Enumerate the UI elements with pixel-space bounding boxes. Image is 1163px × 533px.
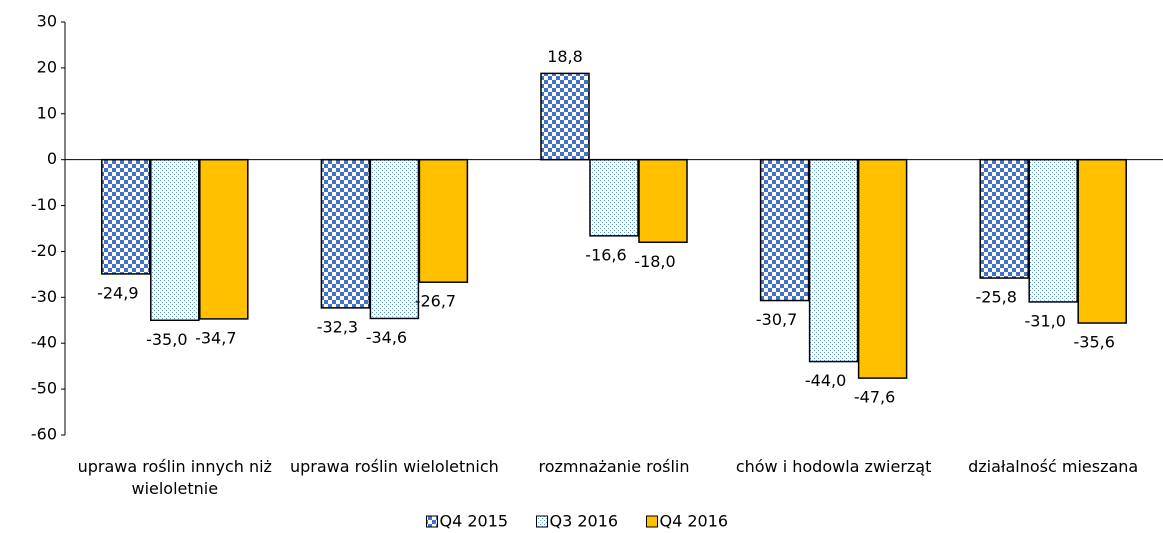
y-tick-label: 30 [37, 12, 57, 31]
legend-label: Q4 2016 [660, 512, 729, 531]
bar [589, 158, 639, 237]
data-label: -24,9 [97, 283, 138, 302]
bar [418, 158, 469, 283]
data-label: -44,0 [805, 371, 846, 390]
bar [1077, 158, 1127, 324]
legend-swatch [646, 515, 658, 528]
data-label: -35,6 [1073, 333, 1114, 352]
bar [320, 158, 371, 309]
y-tick-label: 0 [47, 149, 57, 168]
x-tick-label: chów i hodowla zwierząt [735, 457, 932, 476]
x-tick-label: uprawa roślin wieloletnich [289, 457, 499, 476]
data-label: -35,0 [146, 330, 187, 349]
data-label: -47,6 [854, 388, 895, 407]
bar [808, 158, 859, 363]
data-label: -32,3 [317, 317, 358, 336]
bar [150, 158, 200, 322]
data-label: -34,6 [366, 328, 407, 347]
data-label: -34,7 [195, 328, 236, 347]
x-tick-label: działalność mieszana [968, 457, 1139, 476]
bar [199, 158, 249, 320]
y-tick-label: -60 [31, 425, 57, 444]
x-tick-label: rozmnażanie roślin [538, 457, 690, 476]
bar [759, 158, 810, 302]
y-tick-label: -20 [31, 241, 57, 260]
y-tick-label: -30 [31, 287, 57, 306]
bar [857, 158, 908, 379]
bar [638, 158, 688, 244]
y-tick-label: 20 [37, 57, 57, 76]
bar [540, 72, 590, 161]
bar [1028, 158, 1078, 303]
data-label: -16,6 [585, 245, 626, 264]
bar [101, 158, 151, 275]
data-label: 18,8 [547, 47, 583, 66]
legend-label: Q4 2015 [440, 512, 509, 531]
legend-label: Q3 2016 [550, 512, 619, 531]
data-label: -31,0 [1024, 311, 1065, 330]
data-label: -18,0 [634, 252, 675, 271]
y-tick-label: -50 [31, 379, 57, 398]
data-label: -30,7 [756, 310, 797, 329]
bar [369, 158, 420, 320]
y-tick-label: -10 [31, 195, 57, 214]
y-tick-label: -40 [31, 333, 57, 352]
legend-swatch [426, 515, 438, 528]
data-label: -25,8 [975, 288, 1016, 307]
bar [979, 158, 1029, 279]
y-tick-label: 10 [37, 103, 57, 122]
legend-swatch [536, 515, 548, 528]
x-tick-label: uprawa roślin innych niż wieloletnie [77, 457, 272, 498]
data-label: -26,7 [415, 292, 456, 311]
